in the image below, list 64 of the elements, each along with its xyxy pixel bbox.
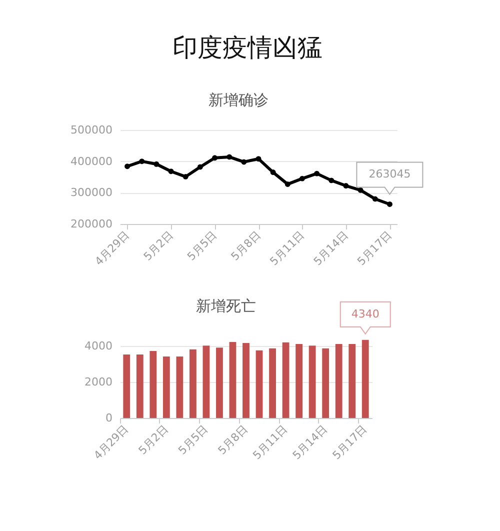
- point: [139, 158, 145, 164]
- point: [212, 155, 218, 161]
- point: [358, 187, 364, 193]
- point: [154, 161, 160, 167]
- data-label: 4340: [351, 307, 380, 320]
- point: [270, 170, 276, 176]
- bar: [242, 342, 250, 418]
- point: [314, 170, 320, 176]
- x-tick-label: 4月29日: [92, 228, 132, 268]
- bar: [150, 351, 157, 418]
- point: [168, 168, 174, 174]
- bar: [362, 340, 369, 418]
- point: [386, 202, 392, 207]
- chart-title: 印度疫情凶猛: [172, 33, 322, 62]
- y-tick-label: 500000: [70, 124, 112, 136]
- point: [300, 176, 305, 182]
- x-tick-label: 5月14日: [311, 228, 351, 268]
- bar: [176, 356, 184, 418]
- point: [197, 164, 203, 170]
- bar: [162, 356, 170, 418]
- x-tick-label: 5月2日: [141, 228, 176, 264]
- point: [372, 196, 378, 202]
- data-label: 263045: [368, 168, 411, 181]
- x-tick-label: 5月17日: [330, 422, 370, 462]
- x-tick-label: 5月8日: [216, 422, 250, 458]
- bar: [308, 346, 316, 418]
- chart-subtitle: 新增确诊: [208, 91, 268, 109]
- x-tick-label: 5月5日: [184, 228, 220, 264]
- x-tick-label: 5月11日: [267, 228, 307, 268]
- x-tick-label: 5月17日: [354, 228, 394, 268]
- x-tick-label: 5月11日: [250, 422, 290, 462]
- y-tick-label: 0: [106, 412, 112, 424]
- bar: [136, 354, 144, 418]
- point: [284, 181, 290, 187]
- bar: [335, 344, 342, 418]
- bar: [296, 344, 302, 418]
- bar: [282, 342, 290, 418]
- point: [226, 154, 232, 160]
- bar: [216, 348, 223, 418]
- y-tick-label: 400000: [70, 154, 112, 168]
- bar: [229, 342, 236, 418]
- y-tick-label: 2000: [84, 376, 112, 388]
- x-tick-label: 5月14日: [290, 422, 330, 462]
- point: [241, 159, 247, 165]
- bar: [202, 346, 210, 418]
- x-tick-label: 5月8日: [228, 228, 264, 264]
- bar: [322, 348, 330, 418]
- point: [328, 178, 334, 184]
- bar: [123, 354, 130, 418]
- chart-title: 新增死亡: [196, 296, 256, 315]
- point: [124, 164, 130, 170]
- x-tick-label: 5月5日: [176, 422, 210, 458]
- point: [343, 183, 349, 189]
- point: [256, 156, 262, 162]
- bar: [190, 349, 196, 418]
- y-tick-label: 300000: [70, 186, 112, 200]
- x-tick-label: 5月2日: [136, 422, 171, 458]
- bar: [348, 344, 356, 418]
- bar: [256, 350, 263, 418]
- bar: [269, 348, 276, 418]
- y-tick-label: 4000: [84, 340, 112, 352]
- y-tick-label: 200000: [70, 218, 112, 230]
- point: [182, 174, 188, 180]
- x-tick-label: 4月29日: [91, 422, 131, 462]
